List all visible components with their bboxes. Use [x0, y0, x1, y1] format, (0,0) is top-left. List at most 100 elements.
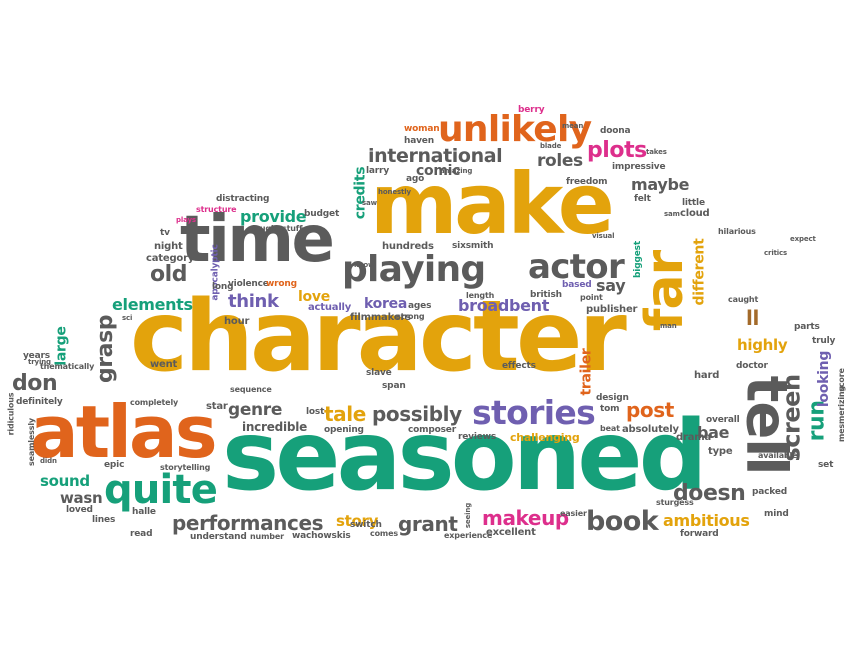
word-doctor: doctor — [736, 361, 768, 371]
word-strong: strong — [396, 312, 425, 321]
word-haven: haven — [404, 136, 434, 146]
word-score: score — [836, 368, 846, 392]
word-beat: beat — [600, 424, 620, 433]
word-freedom: freedom — [566, 177, 608, 187]
word-packed: packed — [752, 487, 788, 497]
word-man: man — [660, 322, 677, 330]
word-mean: mean — [562, 122, 584, 130]
word-think: think — [228, 291, 279, 312]
word-stuff: stuff — [282, 224, 303, 233]
word-cloud: cloud — [680, 208, 710, 219]
word-broadbent: broadbent — [458, 296, 550, 315]
word-hard: hard — [694, 370, 720, 381]
word-tale: tale — [324, 402, 366, 426]
word-actually: actually — [308, 302, 352, 313]
word-composer: composer — [408, 425, 456, 435]
word-performances: performances — [172, 511, 324, 535]
word-length: length — [466, 291, 495, 300]
word-little: little — [682, 198, 705, 208]
word-laugh: laugh — [252, 224, 277, 233]
word-filmmakers: filmmakers — [350, 312, 411, 323]
word-hilarious: hilarious — [718, 227, 756, 236]
word-distracting: distracting — [216, 194, 270, 204]
word-honestly: honestly — [378, 188, 411, 196]
word-comic: comic — [416, 163, 461, 179]
word-night: night — [154, 241, 183, 252]
word-comes: comes — [370, 529, 398, 538]
word-excellent: excellent — [486, 527, 536, 538]
word-wrong: wrong — [266, 279, 297, 289]
word-old: old — [150, 262, 188, 287]
word-structure: structure — [196, 205, 237, 214]
word-opening: opening — [324, 425, 364, 435]
word-unlikely: unlikely — [438, 109, 592, 150]
word-understand: understand — [190, 532, 247, 542]
word-ambitious: ambitious — [663, 511, 750, 530]
word-seeing: seeing — [464, 502, 473, 529]
word-playing: playing — [342, 249, 486, 290]
word-atlas: atlas — [30, 390, 218, 474]
word-sixsmith: sixsmith — [452, 241, 494, 251]
word-different: different — [691, 238, 708, 306]
word-make: make — [370, 155, 615, 253]
word-korea: korea — [364, 296, 407, 312]
word-know: know — [354, 261, 375, 269]
word-felt: felt — [634, 194, 651, 204]
word-truly: truly — [812, 336, 836, 346]
word-epic: epic — [104, 460, 125, 470]
word-seamlessly: seamlessly — [26, 418, 36, 466]
word-ago: ago — [406, 174, 425, 184]
word-grant: grant — [398, 512, 458, 536]
word-post: post — [626, 398, 674, 422]
word-highly: highly — [737, 336, 788, 354]
word-takes: takes — [646, 148, 667, 156]
word-stories: stories — [472, 393, 596, 432]
word-type: type — [708, 446, 733, 457]
word-went: went — [150, 359, 178, 370]
word-woman: woman — [404, 124, 440, 134]
word-character: character — [130, 280, 627, 394]
word-doesn: doesn — [673, 481, 746, 506]
word-actor: actor — [528, 247, 625, 287]
word-roles: roles — [537, 151, 583, 171]
word-tv: tv — [160, 228, 170, 238]
word-plots: plots — [587, 138, 647, 163]
word-caught: caught — [728, 295, 759, 304]
word-quite: quite — [104, 467, 218, 513]
word-years: years — [23, 351, 50, 361]
word-publisher: publisher — [586, 304, 638, 315]
word-maybe: maybe — [631, 175, 690, 194]
word-plays: plays — [176, 216, 196, 224]
word-loved: loved — [66, 505, 93, 515]
word-makeup: makeup — [482, 506, 569, 530]
word-design: design — [596, 393, 629, 403]
word-larry: larry — [366, 166, 390, 176]
word-reviews: reviews — [458, 432, 497, 442]
word-point: point — [580, 293, 603, 302]
word-sturgess: sturgess — [656, 498, 694, 507]
word-sci: sci — [122, 314, 133, 322]
word-bae: bae — [697, 423, 730, 442]
word-time: time — [180, 203, 335, 277]
word-didn: didn — [40, 457, 57, 465]
word-category: category — [146, 253, 195, 264]
word-berry: berry — [518, 105, 545, 115]
word-completely: completely — [130, 398, 179, 407]
word-ll: ll — [746, 306, 759, 330]
word-international: international — [368, 145, 503, 167]
word-elements: elements — [112, 295, 193, 314]
word-sound: sound — [40, 472, 90, 490]
word-critics: critics — [764, 249, 788, 257]
word-trailer: trailer — [578, 348, 595, 396]
word-switch: switch — [350, 520, 382, 530]
word-wachowskis: wachowskis — [292, 531, 351, 541]
word-biggest: biggest — [632, 241, 643, 278]
word-apocalyptic: apocalyptic — [210, 244, 221, 301]
word-possibly: possibly — [372, 402, 462, 426]
word-budget: budget — [304, 209, 340, 219]
word-parts: parts — [794, 322, 820, 332]
word-trying: trying — [28, 358, 51, 366]
word-ridiculous: ridiculous — [6, 392, 16, 436]
word-screen: screen — [777, 374, 806, 462]
word-visual: visual — [592, 232, 615, 240]
